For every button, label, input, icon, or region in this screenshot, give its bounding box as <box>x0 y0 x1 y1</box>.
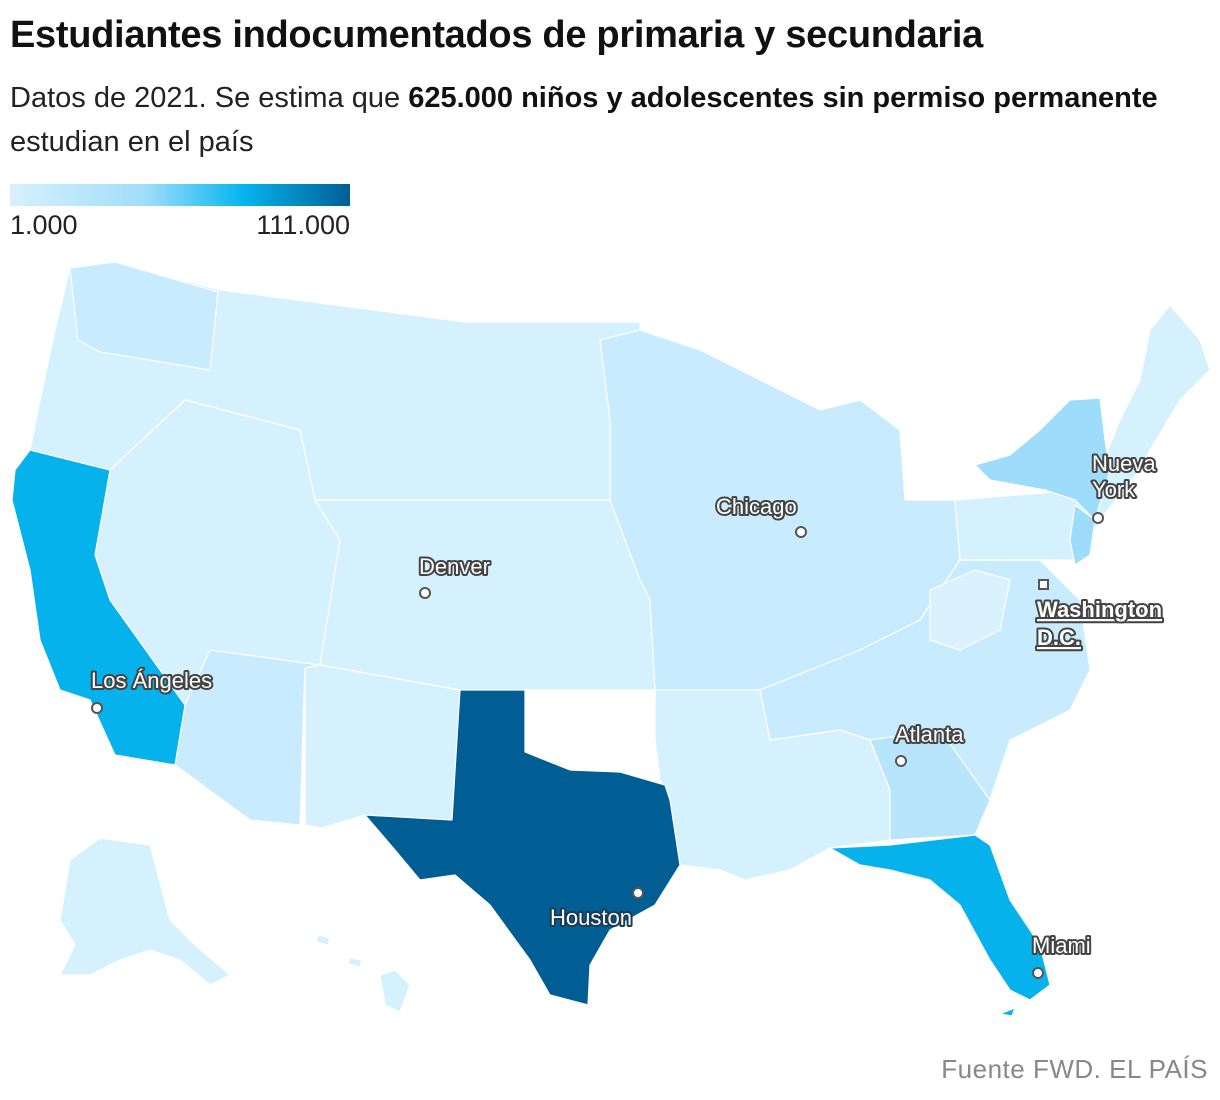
city-atlanta: Atlanta <box>893 720 966 767</box>
capital-marker <box>1038 579 1049 590</box>
city-label: Houston <box>550 905 632 930</box>
subtitle-text-2: estudian en el país <box>10 126 254 158</box>
map-subtitle: Datos de 2021. Se estima que 625.000 niñ… <box>10 76 1190 164</box>
state-texas <box>364 689 681 1006</box>
state-washington <box>69 261 219 371</box>
city-marker <box>895 755 907 767</box>
source-credit: Fuente FWD. EL PAÍS <box>941 1054 1208 1085</box>
city-marker <box>91 702 103 714</box>
city-label: Denver <box>419 554 490 579</box>
color-legend: 1.000 111.000 <box>10 184 350 240</box>
state-new-york <box>974 397 1111 521</box>
state-new-mexico <box>304 664 461 829</box>
city-marker <box>1092 512 1104 524</box>
us-choropleth-map: Nueva York Chicago Washington D.C. Denve… <box>11 261 1211 1017</box>
city-label: Nueva <box>1092 451 1156 476</box>
legend-min-label: 1.000 <box>10 210 78 240</box>
city-marker <box>795 526 807 538</box>
state-new-jersey <box>1069 504 1096 566</box>
state-west-virginia <box>929 569 1011 651</box>
legend-gradient-bar <box>10 184 350 206</box>
city-marker <box>1032 967 1044 979</box>
city-marker <box>419 587 431 599</box>
state-hawaii <box>379 969 411 1013</box>
state-hawaii-islet-2 <box>347 957 363 968</box>
legend-max-label: 111.000 <box>256 210 350 240</box>
city-label: D.C. <box>1037 625 1081 650</box>
city-chicago: Chicago <box>714 492 807 538</box>
state-southeast <box>759 559 1091 841</box>
state-florida <box>829 834 1051 1001</box>
city-houston: Houston <box>548 887 644 932</box>
city-label: York <box>1092 477 1136 502</box>
subtitle-text-1: Datos de 2021. Se estima que <box>10 82 409 114</box>
city-los-angeles: Los Ángeles <box>89 666 214 714</box>
city-marker <box>632 887 644 899</box>
city-new-york: Nueva York <box>1090 449 1158 524</box>
city-denver: Denver <box>417 552 492 599</box>
state-alaska <box>59 837 231 986</box>
state-hawaii-islet <box>315 934 331 946</box>
subtitle-bold: 625.000 niños y adolescentes sin permiso… <box>408 82 1158 114</box>
city-label: Chicago <box>716 494 797 519</box>
source-label: Fuente FWD. EL PAÍS <box>941 1054 1208 1084</box>
city-label: Miami <box>1032 933 1091 958</box>
city-label: Washington <box>1037 597 1162 622</box>
state-florida-keys <box>999 1007 1016 1017</box>
city-washington-dc: Washington D.C. <box>1035 579 1164 652</box>
city-miami: Miami <box>1030 931 1093 979</box>
state-northeast <box>954 304 1211 561</box>
state-california <box>11 449 186 766</box>
map-title: Estudiantes indocumentados de primaria y… <box>10 14 983 56</box>
city-label: Atlanta <box>895 722 964 747</box>
city-label: Los Ángeles <box>91 668 212 693</box>
